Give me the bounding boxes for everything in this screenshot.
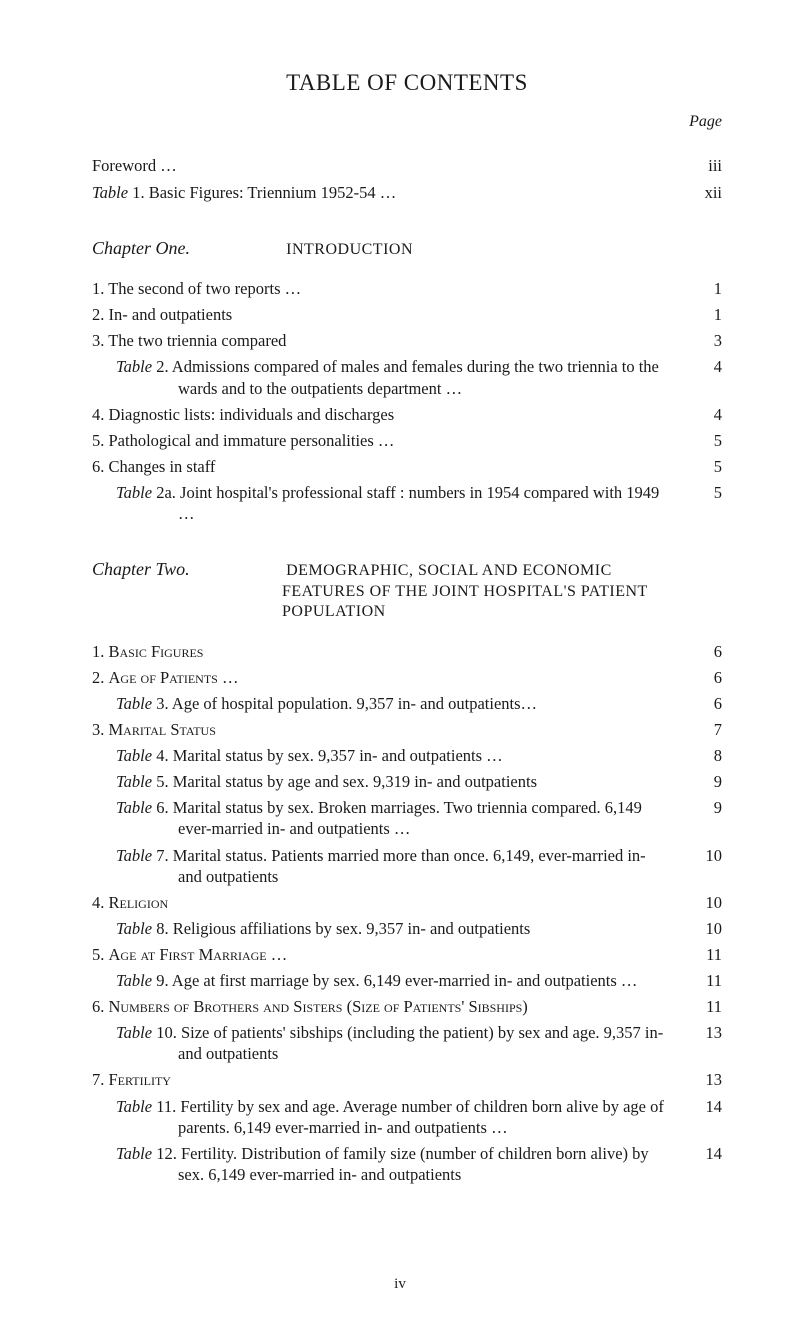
toc-entry: 4. Diagnostic lists: individuals and dis… — [92, 404, 722, 425]
toc-entry-text: Table 9. Age at first marriage by sex. 6… — [92, 970, 686, 991]
toc-entry-text: Table 6. Marital status by sex. Broken m… — [92, 797, 686, 839]
toc-entry-page: 14 — [686, 1143, 722, 1164]
toc-entry: 2. Age of Patients …6 — [92, 667, 722, 688]
toc-entry-text: Table 7. Marital status. Patients marrie… — [92, 845, 686, 887]
toc-entry-page: 8 — [686, 745, 722, 766]
toc-entry: 3. The two triennia compared3 — [92, 330, 722, 351]
toc-entry: Foreword …iii — [92, 155, 722, 176]
chapter-2-name: Chapter Two. — [92, 558, 282, 581]
toc-entry: 2. In- and outpatients1 — [92, 304, 722, 325]
toc-entry-text: 4. Religion — [92, 892, 686, 913]
page-number-footer: iv — [0, 1275, 800, 1294]
toc-entry: Table 7. Marital status. Patients marrie… — [92, 845, 722, 887]
toc-entry: Table 6. Marital status by sex. Broken m… — [92, 797, 722, 839]
toc-entry: 3. Marital Status7 — [92, 719, 722, 740]
toc-entry: Table 9. Age at first marriage by sex. 6… — [92, 970, 722, 991]
toc-entry-page: 5 — [686, 456, 722, 477]
toc-entry-page: 4 — [686, 356, 722, 377]
toc-entry-text: Table 1. Basic Figures: Triennium 1952-5… — [92, 182, 686, 203]
toc-entry-page: 7 — [686, 719, 722, 740]
toc-entry-text: Table 5. Marital status by age and sex. … — [92, 771, 686, 792]
toc-entry: Table 5. Marital status by age and sex. … — [92, 771, 722, 792]
toc-entry: Table 11. Fertility by sex and age. Aver… — [92, 1096, 722, 1138]
toc-entry-page: xii — [686, 182, 722, 203]
toc-entry-page: 13 — [686, 1022, 722, 1043]
toc-entry-page: 1 — [686, 278, 722, 299]
toc-entry-text: 2. In- and outpatients — [92, 304, 686, 325]
toc-entry-page: 5 — [686, 430, 722, 451]
toc-entry: Table 12. Fertility. Distribution of fam… — [92, 1143, 722, 1185]
toc-entry-page: 3 — [686, 330, 722, 351]
toc-entry-text: Table 11. Fertility by sex and age. Aver… — [92, 1096, 686, 1138]
toc-entry-page: 6 — [686, 641, 722, 662]
toc-entry: Table 1. Basic Figures: Triennium 1952-5… — [92, 182, 722, 203]
toc-entry-text: 5. Pathological and immature personaliti… — [92, 430, 686, 451]
chapter-1-items: 1. The second of two reports …12. In- an… — [92, 278, 722, 524]
toc-entry-text: 4. Diagnostic lists: individuals and dis… — [92, 404, 686, 425]
toc-entry-page: 11 — [686, 970, 722, 991]
toc-entry-page: 9 — [686, 797, 722, 818]
toc-entry: 1. The second of two reports …1 — [92, 278, 722, 299]
toc-entry: 6. Changes in staff5 — [92, 456, 722, 477]
toc-entry-page: 10 — [686, 892, 722, 913]
toc-entry-text: Foreword … — [92, 155, 686, 176]
chapter-2-title-cont: FEATURES OF THE JOINT HOSPITAL'S PATIENT… — [92, 582, 722, 623]
toc-entry-text: 6. Numbers of Brothers and Sisters (Size… — [92, 996, 686, 1017]
toc-entry-page: 4 — [686, 404, 722, 425]
toc-entry: Table 4. Marital status by sex. 9,357 in… — [92, 745, 722, 766]
chapter-2-heading: Chapter Two. DEMOGRAPHIC, SOCIAL AND ECO… — [92, 558, 722, 581]
toc-entry-text: 6. Changes in staff — [92, 456, 686, 477]
toc-entry-text: Table 4. Marital status by sex. 9,357 in… — [92, 745, 686, 766]
page-title: TABLE OF CONTENTS — [92, 68, 722, 97]
chapter-2-items: 1. Basic Figures62. Age of Patients …6Ta… — [92, 641, 722, 1185]
toc-entry-page: 6 — [686, 667, 722, 688]
toc-entry-page: 10 — [686, 918, 722, 939]
toc-entry-page: 9 — [686, 771, 722, 792]
toc-entry-page: 6 — [686, 693, 722, 714]
toc-entry: 7. Fertility13 — [92, 1069, 722, 1090]
toc-entry-text: Table 12. Fertility. Distribution of fam… — [92, 1143, 686, 1185]
toc-entry-text: Table 2. Admissions compared of males an… — [92, 356, 686, 398]
toc-entry: 5. Age at First Marriage …11 — [92, 944, 722, 965]
toc-entry: 4. Religion10 — [92, 892, 722, 913]
toc-entry-page: iii — [686, 155, 722, 176]
toc-entry: Table 2. Admissions compared of males an… — [92, 356, 722, 398]
toc-entry: 6. Numbers of Brothers and Sisters (Size… — [92, 996, 722, 1017]
toc-entry-text: Table 2a. Joint hospital's professional … — [92, 482, 686, 524]
page-column-label: Page — [689, 112, 722, 132]
toc-entry-page: 10 — [686, 845, 722, 866]
chapter-1-title: INTRODUCTION — [286, 241, 413, 258]
toc-entry-text: 5. Age at First Marriage … — [92, 944, 686, 965]
toc-entry-page: 11 — [686, 944, 722, 965]
toc-entry-text: Table 10. Size of patients' sibships (in… — [92, 1022, 686, 1064]
toc-entry: Table 8. Religious affiliations by sex. … — [92, 918, 722, 939]
toc-entry-text: 1. The second of two reports … — [92, 278, 686, 299]
toc-entry-text: Table 8. Religious affiliations by sex. … — [92, 918, 686, 939]
toc-entry: Table 2a. Joint hospital's professional … — [92, 482, 722, 524]
toc-entry: Table 10. Size of patients' sibships (in… — [92, 1022, 722, 1064]
toc-entry-page: 1 — [686, 304, 722, 325]
toc-entry: 5. Pathological and immature personaliti… — [92, 430, 722, 451]
toc-entry-text: 3. The two triennia compared — [92, 330, 686, 351]
toc-entry-page: 14 — [686, 1096, 722, 1117]
toc-entry-text: 3. Marital Status — [92, 719, 686, 740]
toc-entry: 1. Basic Figures6 — [92, 641, 722, 662]
chapter-2-title: DEMOGRAPHIC, SOCIAL AND ECONOMIC — [286, 562, 612, 579]
front-matter: Foreword …iiiTable 1. Basic Figures: Tri… — [92, 155, 722, 202]
toc-entry-text: 7. Fertility — [92, 1069, 686, 1090]
toc-entry-text: Table 3. Age of hospital population. 9,3… — [92, 693, 686, 714]
toc-entry-page: 5 — [686, 482, 722, 503]
chapter-1-heading: Chapter One. INTRODUCTION — [92, 237, 722, 260]
toc-entry-text: 1. Basic Figures — [92, 641, 686, 662]
chapter-1-name: Chapter One. — [92, 237, 282, 260]
toc-entry-page: 13 — [686, 1069, 722, 1090]
toc-entry-text: 2. Age of Patients … — [92, 667, 686, 688]
toc-entry-page: 11 — [686, 996, 722, 1017]
toc-entry: Table 3. Age of hospital population. 9,3… — [92, 693, 722, 714]
